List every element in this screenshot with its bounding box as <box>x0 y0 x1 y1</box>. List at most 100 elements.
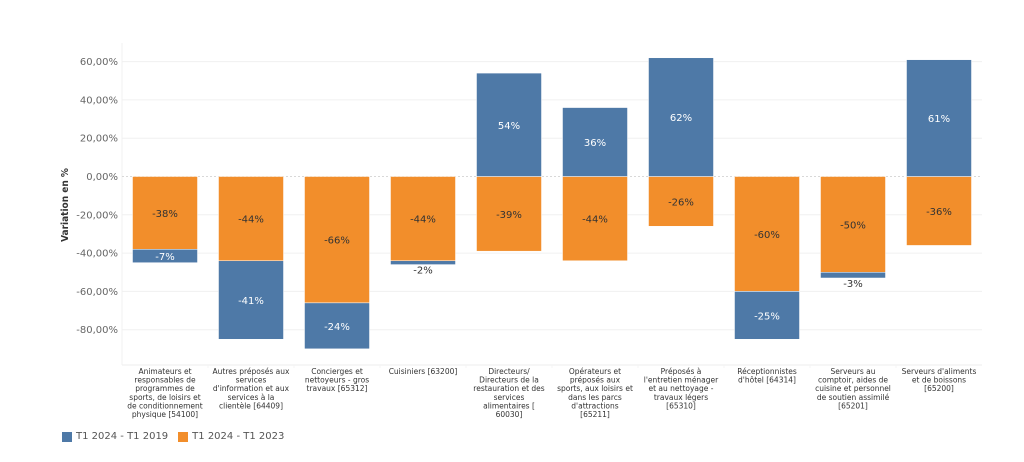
x-category-label: Serveurs d'aliments et de boissons [65200] <box>902 367 977 393</box>
bar-t1-2024-vs-t1-2019 <box>476 72 542 177</box>
bar-t1-2024-vs-t1-2019 <box>218 260 284 340</box>
x-category-label-line: cuisine et personnel <box>815 384 891 393</box>
x-category-label-line: clientèle [64409] <box>219 401 283 410</box>
data-label-2023: -60% <box>754 230 780 241</box>
data-label-2019: -3% <box>843 279 862 290</box>
bar-t1-2024-vs-t1-2023 <box>906 176 972 246</box>
x-category-label: Opérateurs et préposés aux sports, aux loi… <box>557 367 633 419</box>
data-label-2023: -66% <box>324 236 350 247</box>
data-label-2023: -36% <box>926 207 952 218</box>
y-tick-label: -20,00% <box>76 210 118 221</box>
data-label-2023: -38% <box>152 209 178 220</box>
x-category-label-line: 60030] <box>496 410 523 419</box>
bars <box>132 57 972 350</box>
data-label-2019: 36% <box>584 138 606 149</box>
y-axis: 60,00% 40,00% 20,00% 0,00% -20,00% -40,00% -60… <box>76 57 118 336</box>
x-category-label: Serveurs au comptoir, aides de cuisine et … <box>815 367 891 410</box>
bar-t1-2024-vs-t1-2023 <box>218 176 284 262</box>
x-category-label-line: Serveurs au <box>831 367 876 376</box>
x-category-label-line: et de boissons <box>912 376 966 385</box>
y-tick-label: 0,00% <box>86 172 118 183</box>
x-category-label-line: Directeurs de la <box>479 376 539 385</box>
data-label-2023: -39% <box>496 210 522 221</box>
x-category-label-line: d'attractions <box>571 401 618 410</box>
x-category-label-line: physique [54100] <box>132 410 198 419</box>
legend: T1 2024 - T1 2019 T1 2024 - T1 2023 <box>62 431 294 442</box>
x-category-label-line: comptoir, aides de <box>818 376 888 385</box>
bar-t1-2024-vs-t1-2023 <box>562 176 628 262</box>
x-category-label-line: de conditionnement <box>127 401 202 410</box>
data-label-2019: 62% <box>670 113 692 124</box>
data-label-2019: 54% <box>498 121 520 132</box>
legend-swatch-blue <box>62 431 72 442</box>
x-category-label-line: d'information et aux <box>213 384 290 393</box>
x-category-label-line: Serveurs d'aliments <box>902 367 977 376</box>
data-label-2023: -44% <box>410 215 436 226</box>
bar-t1-2024-vs-t1-2023 <box>734 176 800 292</box>
x-category-label-line: Directeurs/ <box>488 367 530 376</box>
x-category-label-line: sports, de loisirs et <box>129 393 200 402</box>
data-label-2023: -44% <box>582 215 608 226</box>
legend-label: T1 2024 - T1 2023 <box>192 431 285 442</box>
x-category-label-line: travaux [65312] <box>307 384 368 393</box>
y-tick-label: -40,00% <box>76 249 118 260</box>
bar-t1-2024-vs-t1-2019 <box>820 272 886 279</box>
y-tick-label: 20,00% <box>80 134 118 145</box>
x-category-label: Réceptionnistes d'hôtel [64314] <box>737 367 797 385</box>
x-category-label: Concierges et nettoyeurs - gros travaux [6… <box>305 367 369 393</box>
x-category-label-line: l'entretien ménager <box>644 376 719 385</box>
bar-t1-2024-vs-t1-2019 <box>648 57 714 177</box>
data-label-2019: -2% <box>413 266 432 277</box>
legend-label: T1 2024 - T1 2019 <box>76 431 169 442</box>
bar-t1-2024-vs-t1-2019 <box>132 249 198 263</box>
x-category-label-line: travaux légers <box>654 393 708 402</box>
legend-item-2023[interactable]: T1 2024 - T1 2023 <box>178 431 284 442</box>
y-axis-title: Variation en % <box>60 168 71 242</box>
x-category-label-line: Animateurs et <box>138 367 191 376</box>
data-label-2023: -50% <box>840 220 866 231</box>
bar-t1-2024-vs-t1-2023 <box>648 176 714 227</box>
x-category-label-line: services <box>236 376 267 385</box>
x-category-label-line: d'hôtel [64314] <box>738 376 796 385</box>
x-category-label-line: dans les parcs <box>568 393 622 402</box>
x-category-label-line: de soutien assimilé <box>817 393 890 402</box>
data-label-2019: -24% <box>324 322 350 333</box>
y-tick-label: 40,00% <box>80 95 118 106</box>
bar-t1-2024-vs-t1-2023 <box>390 176 456 262</box>
x-category-label-line: programmes de <box>135 384 195 393</box>
bar-t1-2024-vs-t1-2019 <box>562 107 628 177</box>
data-labels: -38% -7% -44% -41% -66% -24% -44% -2% -39% 54% -44… <box>152 113 952 333</box>
bar-t1-2024-vs-t1-2023 <box>820 176 886 273</box>
x-category-label: Autres préposés aux services d'information… <box>213 367 290 410</box>
y-tick-label: -60,00% <box>76 287 118 298</box>
x-category-label-line: préposés aux <box>570 376 621 385</box>
x-category-label-line: Préposés à <box>661 367 702 376</box>
x-category-label: Directeurs/Directeurs de la restauration … <box>473 367 544 419</box>
x-category-label-line: [65200] <box>924 384 954 393</box>
x-category-label: Animateurs et responsables de programmes d… <box>127 367 202 419</box>
x-category-label-line: Cuisiniers [63200] <box>389 367 458 376</box>
bar-t1-2024-vs-t1-2019 <box>734 291 800 340</box>
bar-t1-2024-vs-t1-2023 <box>476 176 542 252</box>
data-label-2019: -41% <box>238 296 264 307</box>
x-category-label-line: services à la <box>228 393 275 402</box>
x-category-label-line: services <box>494 393 525 402</box>
x-category-label-line: Réceptionnistes <box>737 367 797 376</box>
data-label-2019: -7% <box>155 252 174 263</box>
bar-t1-2024-vs-t1-2019 <box>304 302 370 350</box>
x-category-label-line: [65201] <box>838 401 868 410</box>
x-category-label-line: responsables de <box>134 376 196 385</box>
x-category-label: Préposés à l'entretien ménager et au netto… <box>644 367 719 410</box>
x-category-label-line: restauration et des <box>473 384 544 393</box>
x-category-label-line: sports, aux loisirs et <box>557 384 633 393</box>
legend-swatch-orange <box>178 431 189 442</box>
data-label-2019: -25% <box>754 311 780 322</box>
y-tick-label: 60,00% <box>80 57 118 68</box>
x-category-label-line: [65211] <box>580 410 610 419</box>
x-category-label-line: alimentaires [ <box>483 401 535 410</box>
bar-t1-2024-vs-t1-2019 <box>906 59 972 177</box>
x-category-label: Cuisiniers [63200] <box>389 367 458 376</box>
x-category-label-line: Opérateurs et <box>569 367 621 376</box>
legend-item-2019[interactable]: T1 2024 - T1 2019 <box>62 431 168 442</box>
